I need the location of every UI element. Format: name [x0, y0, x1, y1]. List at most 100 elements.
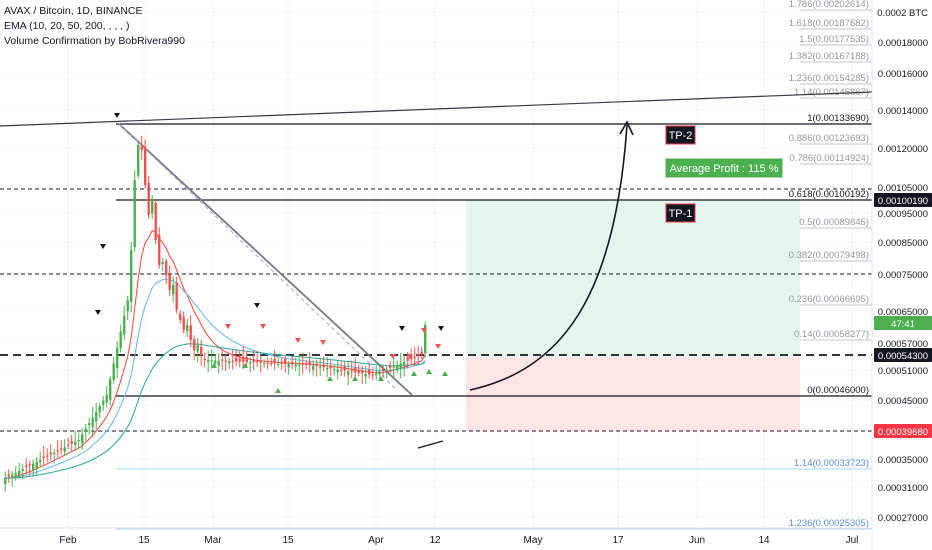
marker-down-dark: [399, 326, 405, 331]
candle-body: [158, 235, 161, 265]
y-axis-bg: [872, 0, 932, 550]
average-profit-label: Average Profit : 115 %: [669, 163, 778, 175]
loss-zone: [466, 357, 800, 431]
average-profit-box: [665, 158, 783, 178]
candle-body: [77, 440, 80, 442]
price-tag-label: 0.00054300: [878, 351, 928, 362]
fib-label: 1(0.00133690): [807, 113, 869, 124]
candle-body: [123, 315, 126, 335]
candle-body: [186, 325, 189, 332]
price-tag-label: 0.00039680: [878, 427, 928, 438]
candle-body: [396, 365, 399, 371]
candle-body: [389, 365, 392, 368]
candle-body: [42, 456, 45, 459]
indicator-legend[interactable]: Volume Confirmation by BobRivera990: [4, 35, 185, 47]
candle-body: [343, 365, 346, 371]
candle-body: [179, 313, 182, 320]
fib-label: 1.382(0.00167188): [789, 51, 869, 62]
candle-body: [231, 360, 234, 363]
resistance-trendline: [0, 91, 873, 127]
candle-body: [196, 345, 199, 352]
fib-label: 1.236(0.00025305): [789, 518, 869, 529]
y-tick-label: 0.00045000: [878, 396, 928, 407]
candle-body: [410, 356, 413, 360]
candle-body: [403, 362, 406, 367]
candle-body: [259, 360, 262, 363]
candle-body: [287, 364, 290, 368]
candle-body: [326, 367, 329, 370]
fib-label: 1.5(0.00177535): [799, 34, 869, 45]
candle-body: [207, 360, 210, 363]
x-tick-label: 12: [429, 535, 441, 546]
candle-body: [333, 368, 336, 371]
candle-body: [228, 361, 231, 364]
marker-down-red: [390, 354, 396, 359]
candle-body: [130, 250, 133, 302]
candle-body: [224, 360, 227, 363]
tp2-label: TP-2: [669, 130, 693, 142]
candle-body: [25, 465, 28, 468]
marker-up-green: [352, 376, 358, 381]
candle-body: [382, 368, 385, 371]
candle-body: [18, 470, 21, 476]
y-tick-label: 0.00018000: [878, 38, 928, 49]
marker-down-dark: [438, 326, 444, 331]
candle-body: [249, 362, 252, 364]
fib-label: 1.14(0.00033723): [794, 458, 869, 469]
candle-body: [312, 365, 315, 370]
candle-body: [354, 367, 357, 373]
y-tick-label: 0.00120000: [878, 144, 928, 155]
candle-body: [329, 366, 332, 369]
candle-body: [357, 369, 360, 373]
candle-body: [88, 423, 91, 426]
y-tick-label: 0.00095000: [878, 209, 928, 220]
marker-up-green: [411, 371, 417, 376]
marker-down-dark: [114, 113, 120, 118]
candle-body: [175, 282, 178, 310]
candle-body: [399, 363, 402, 369]
candle-body: [336, 369, 339, 373]
dashed-trendline: [118, 123, 396, 389]
candle-body: [266, 362, 269, 364]
candle-body: [347, 371, 350, 375]
candle-body: [165, 261, 168, 275]
y-axis: 0.0002 BTC 0.00018000 0.00016000 0.00014000…: [871, 0, 932, 550]
candle-body: [49, 452, 52, 455]
candle-body: [53, 452, 56, 454]
candle-body: [368, 369, 371, 375]
candle-body: [420, 351, 423, 355]
fib-label: 1.236(0.00154285): [789, 73, 869, 84]
ema-legend[interactable]: EMA (10, 20, 50, 200, , , , ): [4, 20, 130, 32]
candle-body: [81, 434, 84, 444]
candle-body: [378, 372, 381, 375]
tp1-box: [665, 203, 696, 223]
candle-body: [270, 363, 273, 365]
candle-body: [298, 364, 301, 366]
candle-body: [189, 325, 192, 340]
candle-body: [273, 358, 276, 364]
price-tag-label: 47:41: [891, 319, 915, 330]
candle-body: [21, 469, 24, 471]
x-tick-label: 15: [282, 535, 294, 546]
price-tag-box: [874, 424, 932, 438]
y-tick-label: 0.00057000: [878, 339, 928, 350]
candle-body: [301, 363, 304, 365]
price-tag-box: [874, 193, 932, 207]
projection-arrow: [469, 124, 628, 391]
marker-down-red: [320, 340, 326, 345]
candle-body: [294, 364, 297, 367]
candle-body: [256, 361, 259, 363]
x-tick-label: 14: [758, 535, 770, 546]
candle-body: [28, 464, 31, 466]
candle-body: [284, 358, 287, 364]
candle-body: [4, 478, 7, 485]
y-tick-label: 0.00027000: [878, 513, 928, 524]
candle-body: [56, 450, 59, 452]
candle-body: [221, 359, 224, 361]
x-tick-label: Jun: [689, 535, 705, 546]
fib-label: 1.14(0.00145867): [794, 87, 869, 98]
marker-up-green: [442, 371, 448, 376]
candle-body: [217, 360, 220, 366]
candle-body: [147, 182, 150, 215]
